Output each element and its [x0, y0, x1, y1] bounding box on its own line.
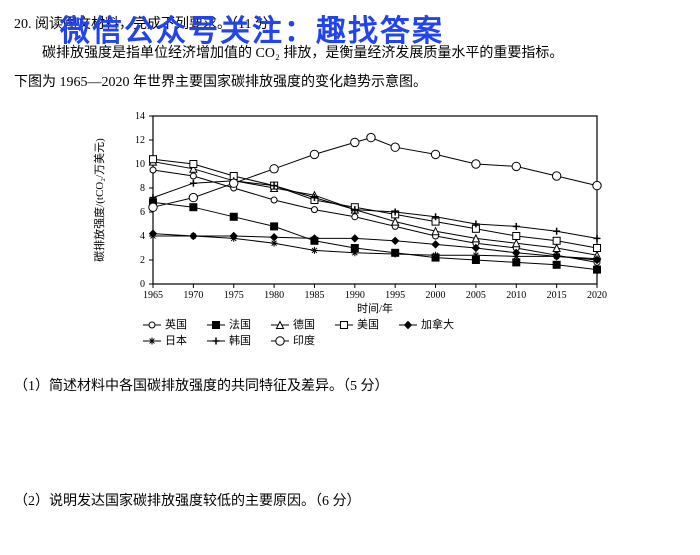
svg-text:印度: 印度 [293, 333, 315, 347]
svg-text:6: 6 [140, 207, 145, 218]
svg-text:日本: 日本 [165, 333, 187, 347]
series-加拿大 [150, 230, 601, 263]
svg-text:韩国: 韩国 [229, 333, 251, 347]
svg-text:4: 4 [140, 231, 145, 242]
sub-question-1: （1）简述材料中各国碳排放强度的共同特征及差异。（5 分） [14, 374, 686, 399]
svg-text:2: 2 [140, 255, 145, 266]
svg-text:时间/年: 时间/年 [357, 301, 393, 315]
svg-text:1985: 1985 [304, 290, 324, 301]
svg-text:2000: 2000 [426, 290, 446, 301]
series-韩国 [150, 177, 601, 242]
line-chart: 0 2 4 6 8 10 12 14 1965 1970 1975 1980 1985 1990 1995 2… [85, 106, 615, 356]
svg-text:12: 12 [135, 135, 145, 146]
svg-text:1990: 1990 [345, 290, 365, 301]
svg-text:德国: 德国 [293, 317, 315, 331]
watermark-text: 微信公众号关注：趣找答案 [60, 6, 444, 50]
svg-text:2005: 2005 [466, 290, 486, 301]
svg-text:加拿大: 加拿大 [421, 317, 454, 331]
svg-text:1980: 1980 [264, 290, 284, 301]
question-number: 20. [14, 17, 32, 32]
svg-text:1975: 1975 [224, 290, 244, 301]
series-德国 [150, 158, 601, 259]
svg-text:0: 0 [140, 279, 145, 290]
svg-text:14: 14 [135, 111, 145, 122]
chart-legend: 英国 法国 德国 美国 加拿大日本 韩国 印度 [143, 317, 454, 347]
series-日本 [150, 232, 601, 262]
sub-question-2: （2）说明发达国家碳排放强度较低的主要原因。（6 分） [14, 489, 686, 514]
svg-text:10: 10 [135, 159, 145, 170]
svg-text:2020: 2020 [587, 290, 607, 301]
svg-text:英国: 英国 [165, 317, 187, 331]
svg-text:1970: 1970 [183, 290, 203, 301]
svg-text:美国: 美国 [357, 318, 379, 331]
svg-text:1995: 1995 [385, 290, 405, 301]
svg-text:碳排放强度/(tCO₂/万美元): 碳排放强度/(tCO₂/万美元) [92, 137, 106, 261]
svg-text:2010: 2010 [506, 290, 526, 301]
chart-svg: 0 2 4 6 8 10 12 14 1965 1970 1975 1980 1985 1990 1995 2… [85, 106, 615, 356]
svg-text:8: 8 [140, 183, 145, 194]
caption-line: 下图为 1965—2020 年世界主要国家碳排放强度的变化趋势示意图。 [14, 70, 686, 95]
svg-text:法国: 法国 [229, 317, 251, 331]
series-印度 [149, 133, 601, 211]
svg-text:2015: 2015 [547, 290, 567, 301]
svg-text:1965: 1965 [143, 290, 163, 301]
